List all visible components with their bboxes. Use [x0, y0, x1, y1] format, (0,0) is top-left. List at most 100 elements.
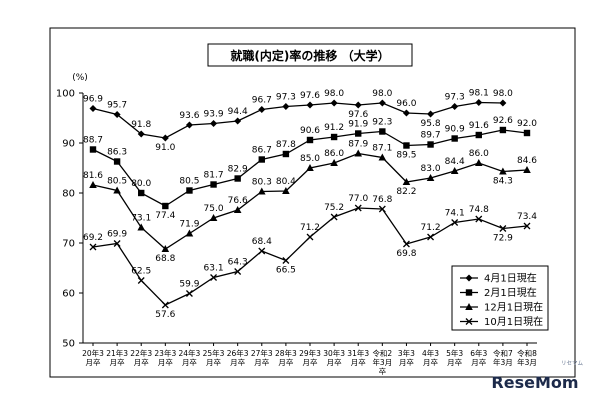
data-label: 74.8: [469, 205, 489, 215]
data-point: [257, 187, 266, 195]
data-label: 95.7: [107, 101, 127, 111]
data-label: 97.6: [300, 91, 320, 101]
data-label: 84.3: [493, 177, 513, 187]
data-point: [499, 126, 507, 134]
data-point: [403, 142, 410, 149]
data-point: [402, 178, 411, 185]
data-label: 91.2: [324, 123, 344, 133]
legend-label: 12月1日現在: [484, 302, 543, 314]
data-label: 98.0: [493, 89, 513, 99]
data-label: 95.8: [421, 119, 441, 129]
data-point: [282, 257, 290, 264]
data-label: 73.4: [517, 212, 537, 222]
data-point: [427, 141, 434, 148]
data-label: 93.9: [204, 110, 224, 120]
data-point: [402, 240, 410, 248]
data-point: [330, 213, 338, 221]
y-tick-label: 50: [62, 339, 75, 350]
data-label: 71.9: [179, 220, 199, 230]
data-label: 93.6: [179, 111, 199, 121]
data-label: 63.1: [204, 264, 224, 274]
data-label: 92.6: [493, 116, 513, 126]
y-axis-unit: (%): [72, 73, 88, 83]
chart-title-box: [207, 43, 413, 67]
data-point: [330, 133, 338, 141]
x-tick-label: 21年3 月卒: [106, 348, 128, 367]
data-point: [499, 225, 507, 232]
x-tick-label: 28年3 月卒: [275, 348, 297, 367]
y-tick-label: 80: [62, 189, 75, 200]
data-label: 86.0: [469, 149, 489, 159]
x-tick-label: 22年3 月卒: [130, 348, 152, 367]
data-label: 91.8: [131, 120, 151, 130]
data-label: 92.0: [517, 119, 537, 129]
data-point: [354, 149, 363, 157]
data-point: [89, 243, 97, 251]
data-label: 71.2: [421, 223, 441, 233]
data-point: [258, 247, 266, 255]
legend-item: 2月1日現在: [460, 287, 537, 299]
data-label: 91.6: [469, 121, 489, 131]
data-point: [161, 245, 170, 252]
data-label: 94.4: [228, 107, 248, 117]
data-label: 73.1: [131, 214, 151, 224]
data-point: [210, 120, 218, 127]
data-label: 77.4: [155, 211, 175, 221]
data-point: [185, 229, 194, 237]
data-label: 97.3: [445, 93, 465, 103]
data-point: [113, 111, 121, 118]
data-point: [523, 222, 531, 230]
x-tick-label: 23年3 月卒: [154, 348, 176, 367]
x-tick-label: 29年3 月卒: [299, 348, 321, 367]
x-tick-label: 5年3 月卒: [446, 348, 463, 367]
chart-frame: [49, 27, 576, 378]
data-label: 66.5: [276, 266, 296, 276]
data-label: 62.5: [131, 267, 151, 277]
data-label: 81.7: [204, 171, 224, 181]
x-tick-label: 6年3 月卒: [470, 348, 487, 367]
data-label: 86.3: [107, 148, 127, 158]
legend-item: 12月1日現在: [460, 302, 543, 314]
data-label: 89.7: [421, 131, 441, 141]
y-tick-label: 70: [62, 239, 75, 250]
legend-label: 4月1日現在: [484, 273, 537, 285]
data-point: [258, 156, 265, 163]
data-point: [451, 135, 458, 142]
data-label: 57.6: [155, 310, 175, 320]
data-label: 76.8: [372, 195, 392, 205]
data-label: 96.9: [83, 95, 103, 105]
data-label: 80.4: [276, 177, 296, 187]
data-point: [282, 187, 290, 194]
x-tick-label: 令和7 年3月: [493, 348, 513, 367]
data-point: [113, 186, 121, 194]
data-point: [234, 117, 242, 125]
data-point: [234, 175, 241, 182]
watermark: ReseMom リセマム: [491, 360, 583, 392]
data-point: [523, 166, 531, 173]
data-point: [233, 206, 242, 213]
x-tick-label: 3年3 月卒: [398, 348, 415, 367]
data-point: [138, 189, 145, 197]
data-point: [378, 205, 386, 213]
data-label: 97.3: [276, 93, 296, 103]
data-point: [523, 129, 531, 137]
data-label: 74.1: [445, 209, 465, 219]
data-label: 80.5: [179, 177, 199, 187]
data-label: 89.5: [396, 151, 416, 161]
y-tick-label: 60: [62, 289, 75, 300]
legend: 4月1日現在 2月1日現在 12月1日現在 10月1日現在: [451, 265, 549, 331]
data-point: [354, 204, 362, 212]
legend-item: 10月1日現在: [460, 316, 543, 328]
data-point: [282, 103, 290, 110]
legend-marker: [465, 289, 473, 296]
data-label: 91.0: [155, 143, 175, 153]
x-tick-label: 30年3 月卒: [323, 348, 345, 367]
data-point: [306, 164, 314, 171]
data-label: 80.0: [131, 179, 151, 189]
data-label: 75.0: [204, 204, 224, 214]
data-point: [282, 150, 290, 158]
data-label: 64.3: [228, 258, 248, 268]
data-point: [499, 99, 507, 107]
data-label: 98.0: [372, 89, 392, 99]
data-label: 84.6: [517, 156, 537, 166]
